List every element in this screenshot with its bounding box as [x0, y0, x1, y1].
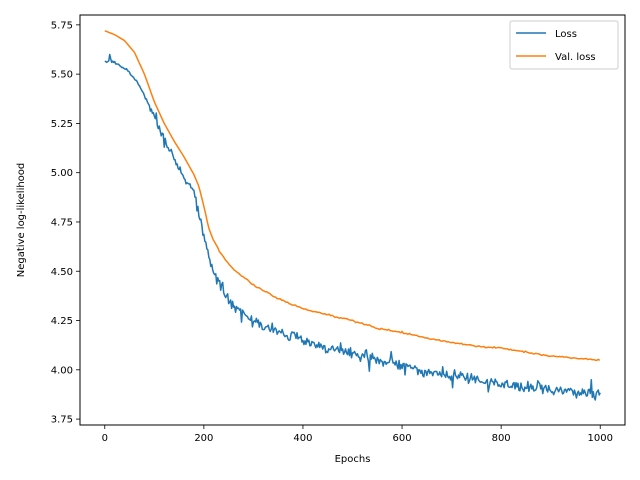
x-axis-label: Epochs	[335, 454, 371, 465]
legend-label-val-loss: Val. loss	[555, 52, 596, 63]
y-tick-label: 4.00	[51, 365, 73, 376]
legend-label-loss: Loss	[555, 29, 577, 40]
y-tick-label: 5.50	[51, 70, 73, 81]
series-line-loss	[104, 53, 601, 401]
y-axis-label: Negative log-likelihood	[16, 163, 27, 278]
legend: Loss Val. loss	[509, 20, 619, 70]
x-tick-label: 0	[102, 433, 108, 444]
y-tick-label: 5.75	[51, 20, 73, 31]
y-tick-label: 4.50	[51, 267, 73, 278]
plot-series	[104, 30, 601, 401]
y-axis-ticks: 3.75 4.00 4.25 4.50 4.75 5.00 5.25 5.50 5.75	[51, 20, 80, 426]
y-tick-label: 4.75	[51, 217, 73, 228]
x-tick-label: 800	[492, 433, 511, 444]
y-tick-label: 3.75	[51, 415, 73, 426]
x-tick-label: 400	[293, 433, 312, 444]
series-line-val-loss	[104, 30, 601, 362]
y-tick-label: 5.00	[51, 168, 73, 179]
y-tick-label: 5.25	[51, 119, 73, 130]
x-tick-label: 1000	[588, 433, 613, 444]
axes-frame	[79, 14, 626, 426]
x-tick-label: 200	[194, 433, 213, 444]
x-axis-ticks: 0 200 400 600 800 1000	[102, 425, 613, 444]
y-tick-label: 4.25	[51, 316, 73, 327]
x-tick-label: 600	[392, 433, 411, 444]
